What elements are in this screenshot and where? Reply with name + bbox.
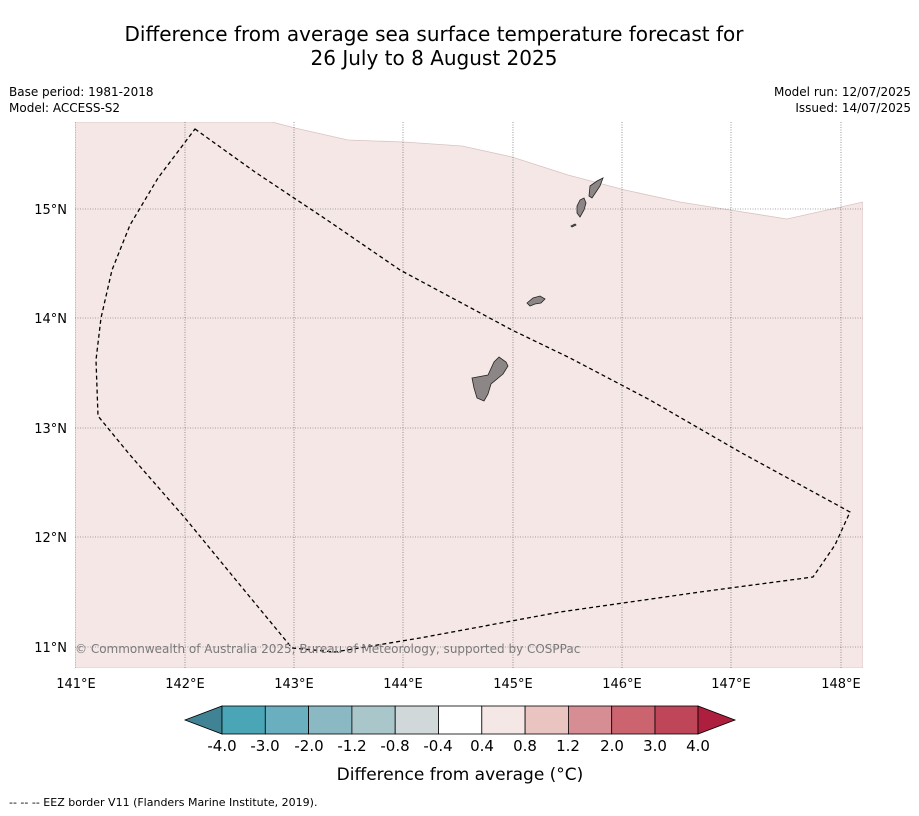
colorbar-tick: -4.0	[207, 737, 236, 755]
meta-right: Model run: 12/07/2025 Issued: 14/07/2025	[774, 84, 911, 116]
colorbar-tick: 2.0	[600, 737, 624, 755]
colorbar-label: Difference from average (°C)	[337, 765, 584, 785]
colorbar-swatch	[264, 705, 309, 735]
issued-date: Issued: 14/07/2025	[795, 101, 911, 115]
colorbar-swatch	[351, 705, 396, 735]
colorbar-tick: -3.0	[250, 737, 279, 755]
lon-label-146e: 146°E	[602, 677, 642, 692]
lat-label-14n: 14°N	[34, 312, 67, 327]
tinian-island	[576, 197, 587, 218]
lon-label-144e: 144°E	[383, 677, 423, 692]
guam-island	[471, 356, 509, 402]
base-period: Base period: 1981-2018	[9, 85, 154, 99]
colorbar-extend-low	[183, 705, 223, 735]
lon-label-148e: 148°E	[821, 677, 861, 692]
colorbar-tick: -2.0	[294, 737, 323, 755]
colorbar-tick: -0.8	[380, 737, 409, 755]
colorbar-swatch	[308, 705, 353, 735]
title-line-2: 26 July to 8 August 2025	[310, 46, 558, 70]
model-name: Model: ACCESS-S2	[9, 101, 121, 115]
lon-label-142e: 142°E	[165, 677, 205, 692]
colorbar-swatch	[221, 705, 266, 735]
colorbar-tick: 3.0	[643, 737, 667, 755]
colorbar-swatch	[394, 705, 439, 735]
rota-island	[526, 295, 546, 307]
colorbar-swatch	[654, 705, 699, 735]
colorbar-tick: 1.2	[556, 737, 580, 755]
colorbar-tick: -1.2	[337, 737, 366, 755]
lon-label-145e: 145°E	[493, 677, 533, 692]
lat-label-13n: 13°N	[34, 422, 67, 437]
lon-label-143e: 143°E	[274, 677, 314, 692]
colorbar-extend-high	[697, 705, 737, 735]
saipan-island	[588, 177, 604, 199]
colorbar-swatch	[611, 705, 656, 735]
colorbar-swatch	[524, 705, 569, 735]
eez-border	[95, 128, 851, 653]
lat-label-12n: 12°N	[34, 531, 67, 546]
colorbar	[183, 705, 737, 735]
title-line-1: Difference from average sea surface temp…	[124, 22, 744, 46]
colorbar-tick: 4.0	[686, 737, 710, 755]
colorbar-swatch	[438, 705, 483, 735]
colorbar-swatch	[568, 705, 613, 735]
lat-label-11n: 11°N	[34, 641, 67, 656]
model-run: Model run: 12/07/2025	[773, 85, 911, 99]
colorbar-tick: -0.4	[423, 737, 452, 755]
lon-label-141e: 141°E	[56, 677, 96, 692]
meta-left: Base period: 1981-2018 Model: ACCESS-S2	[9, 84, 154, 116]
colorbar-swatch	[481, 705, 526, 735]
lat-label-15n: 15°N	[34, 203, 67, 218]
colorbar-tick: 0.8	[513, 737, 537, 755]
aguijan-islet	[570, 223, 577, 228]
lon-label-147e: 147°E	[711, 677, 751, 692]
colorbar-tick: 0.4	[470, 737, 494, 755]
graticule	[75, 122, 863, 668]
eez-footnote: -- -- -- EEZ border V11 (Flanders Marine…	[9, 796, 318, 809]
map-copyright: © Commonwealth of Australia 2025, Bureau…	[75, 642, 580, 656]
